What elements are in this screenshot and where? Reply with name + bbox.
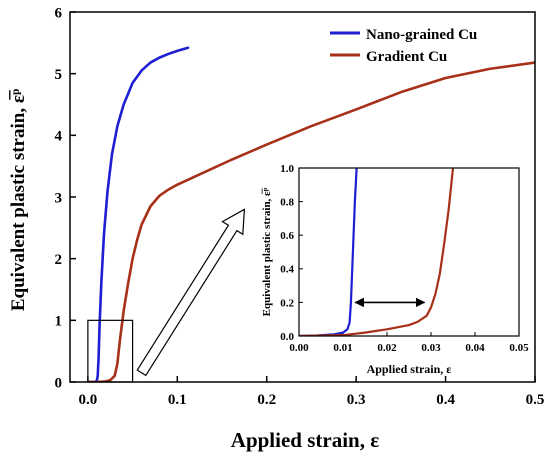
legend: Nano-grained Cu Gradient Cu: [330, 27, 477, 65]
legend-label-nano: Nano-grained Cu: [366, 27, 477, 43]
main-x-tick-label: 0.0: [79, 392, 98, 408]
inset-background: [299, 168, 519, 336]
main-series-nano-grained-cu: [86, 46, 190, 382]
main-x-tick-label: 0.4: [436, 392, 455, 408]
inset-x-tick-label: 0.01: [333, 342, 352, 354]
inset-x-tick-label: 0.05: [509, 342, 529, 354]
main-y-tick-label: 5: [55, 67, 63, 83]
inset-y-tick-label: 0.2: [280, 297, 294, 309]
inset-plot: 0.00 0.01 0.02 0.03 0.04 0.05 0.0 0.2 0.4 0.6 0.8 1…: [280, 163, 529, 354]
main-series-gradient-cu: [86, 61, 535, 382]
main-y-axis-label: Equivalent plastic strain, ε̅ᵖ: [8, 89, 29, 311]
inset-plot-frame: [298, 167, 520, 337]
zoom-region-box: [87, 319, 134, 383]
inset-y-tick-label: 0.0: [280, 331, 294, 343]
main-y-tick-label: 6: [55, 5, 63, 21]
inset-y-tick-label: 0.4: [280, 264, 294, 276]
inset-series-gradient-cu: [299, 168, 455, 336]
main-x-tick-label: 0.3: [347, 392, 366, 408]
main-x-tick-label: 0.5: [526, 392, 545, 408]
inset-x-tick-label: 0.00: [289, 342, 309, 354]
main-y-tick-label: 1: [55, 314, 63, 330]
main-x-tick-label: 0.1: [168, 392, 187, 408]
inset-y-axis-label: Equivalent plastic strain, ε̅ᵖ: [261, 187, 273, 316]
inset-x-axis-label: Applied strain, ε: [367, 362, 452, 376]
inset-y-tick-label: 1.0: [280, 163, 294, 175]
zoom-arrow: [136, 208, 246, 377]
main-x-tick-label: 0.2: [257, 392, 276, 408]
main-y-tick-label: 4: [55, 129, 63, 145]
main-y-tick-label: 3: [55, 190, 63, 206]
main-plot-frame: [69, 11, 536, 383]
inset-x-tick-label: 0.03: [421, 342, 441, 354]
main-x-axis-label: Applied strain, ε: [231, 428, 379, 452]
main-y-tick-label: 0: [55, 375, 63, 391]
inset-y-tick-label: 0.8: [280, 196, 294, 208]
main-plot: 0.0 0.1 0.2 0.3 0.4 0.5 0 1 2 3 4 5 6: [55, 5, 545, 408]
legend-label-gradient: Gradient Cu: [366, 49, 447, 65]
inset-x-tick-label: 0.04: [465, 342, 485, 354]
inset-x-tick-label: 0.02: [377, 342, 397, 354]
main-y-tick-label: 2: [55, 252, 63, 268]
inset-y-tick-label: 0.6: [280, 230, 294, 242]
